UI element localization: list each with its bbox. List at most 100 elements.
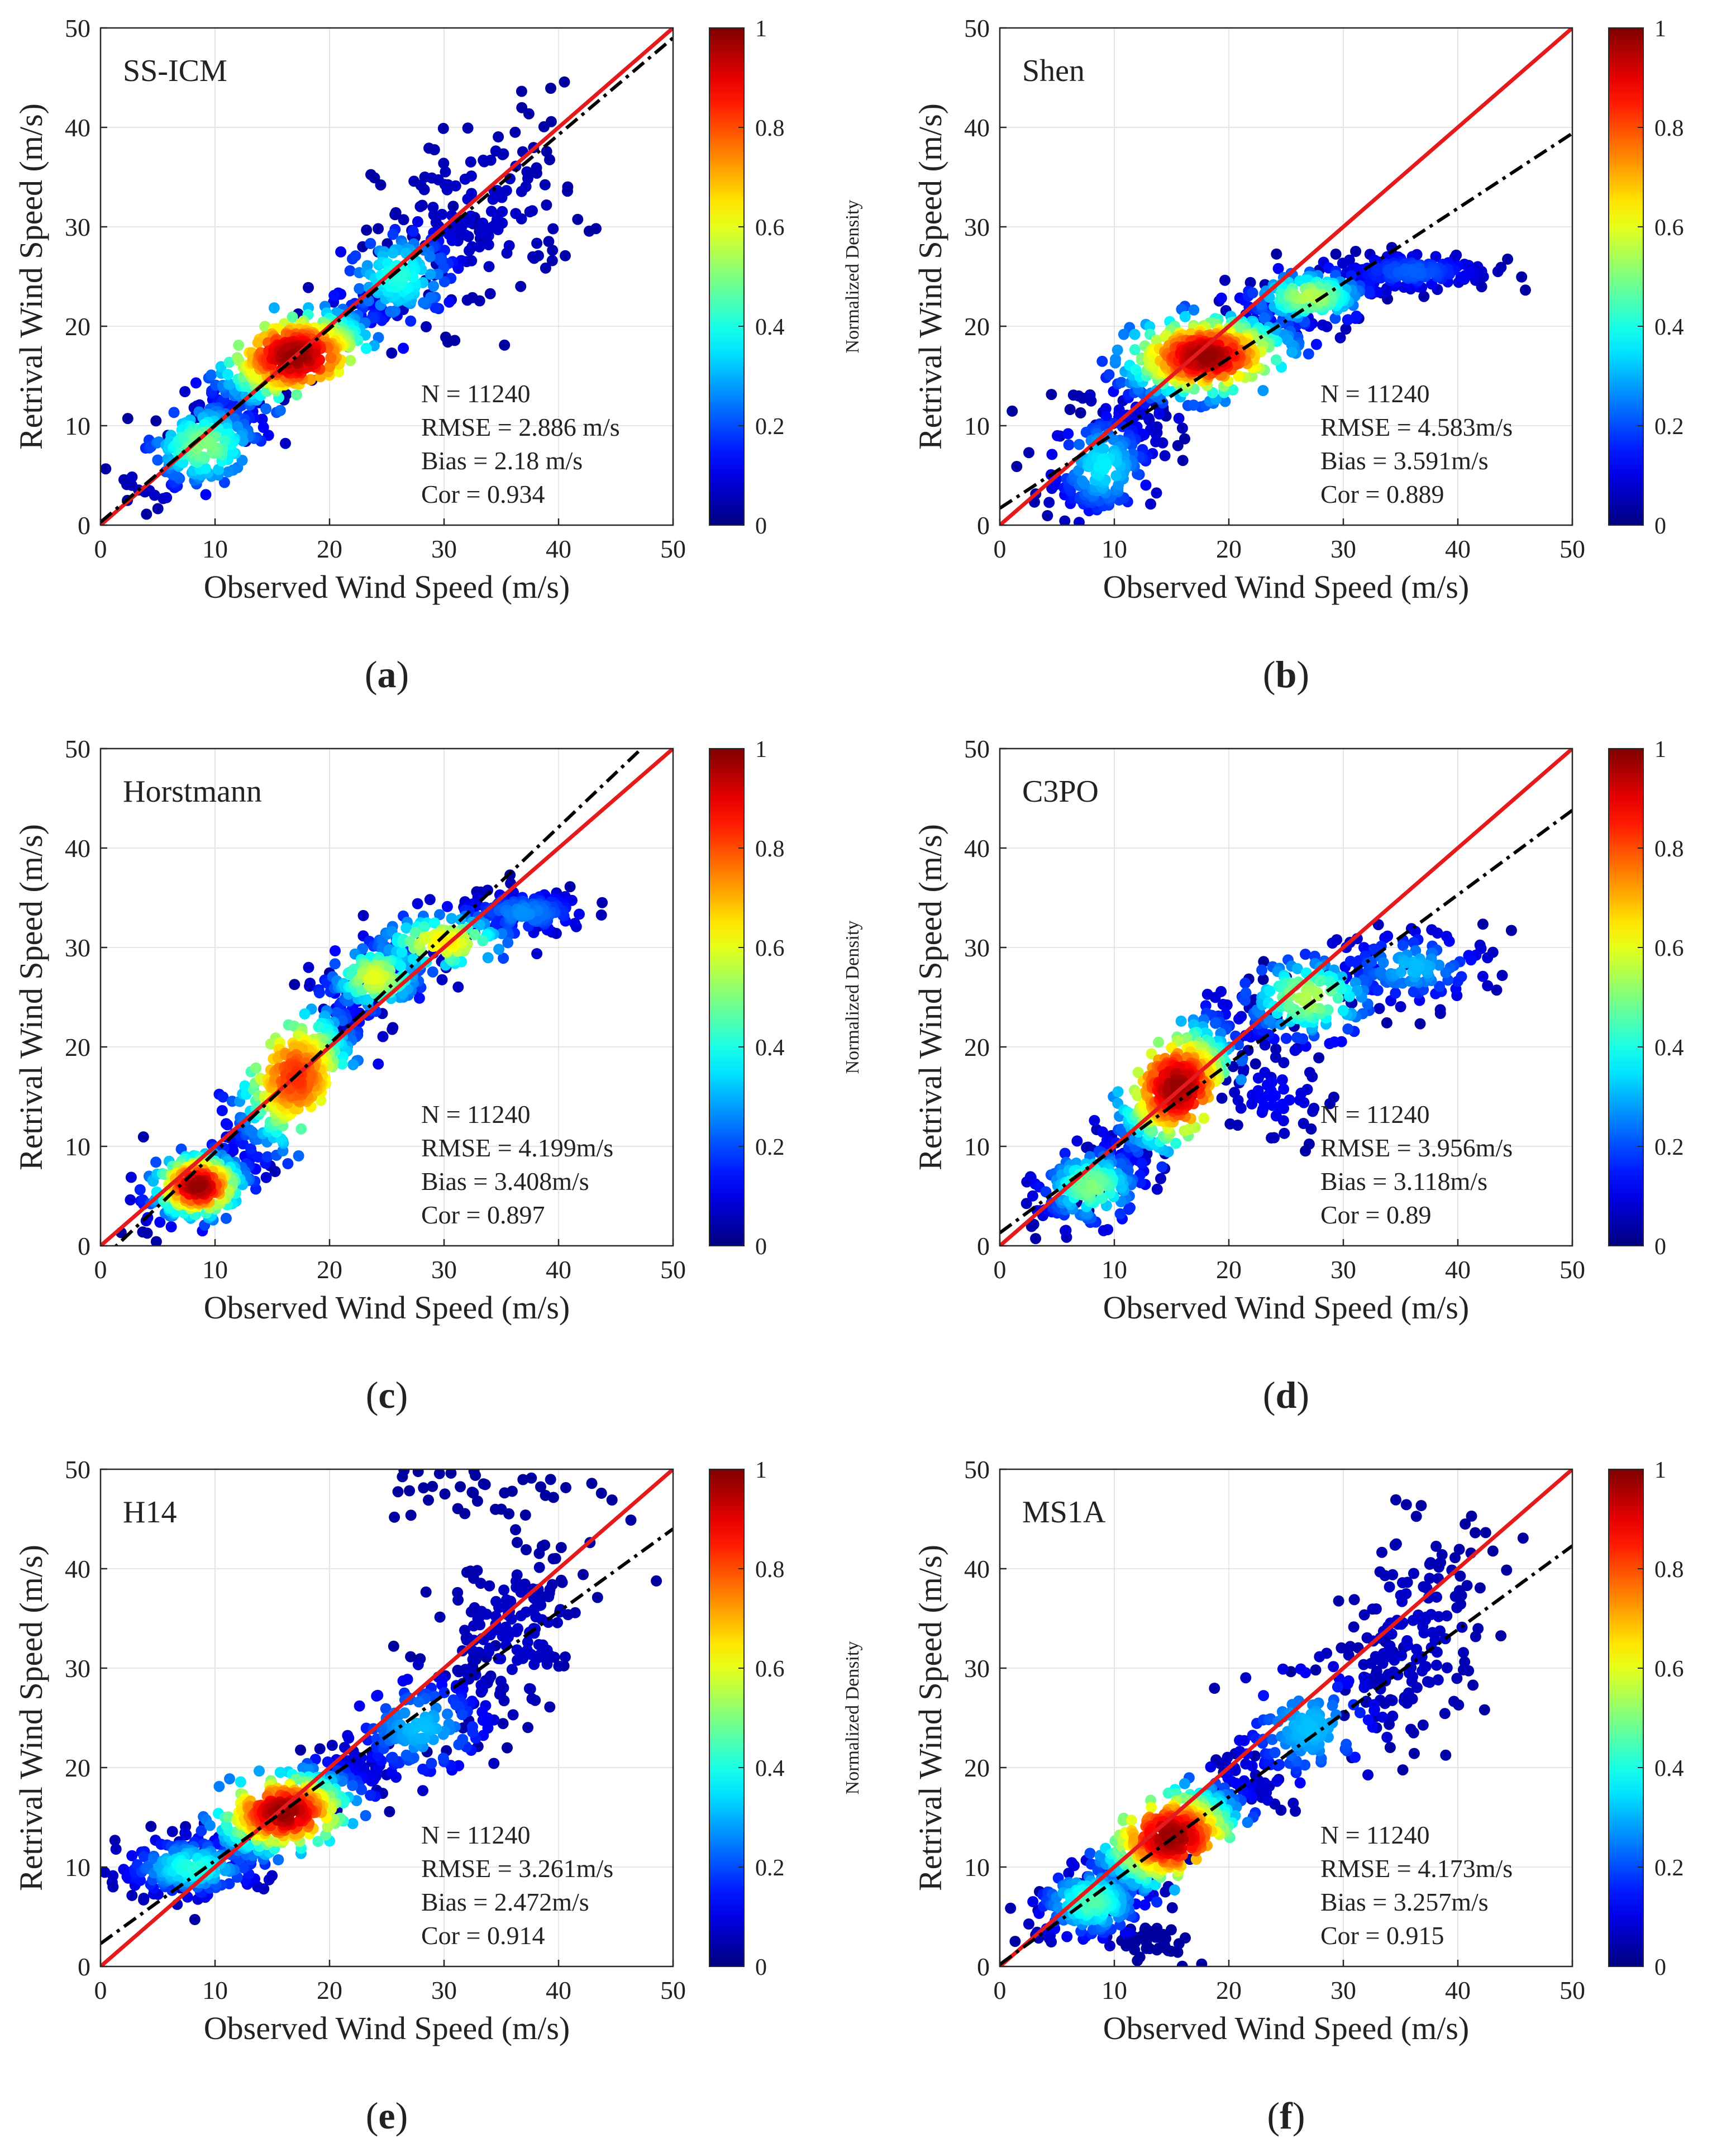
- caption-letter: c: [378, 1374, 395, 1416]
- scatter-point: [1310, 339, 1322, 350]
- scatter-point: [188, 1861, 200, 1873]
- scatter-point: [1456, 971, 1467, 983]
- scatter-point: [365, 1775, 377, 1787]
- scatter-point: [475, 1578, 487, 1589]
- scatter-point: [456, 1709, 468, 1721]
- scatter-point: [417, 1785, 428, 1797]
- scatter-point: [250, 1062, 262, 1074]
- scatter-point: [1332, 992, 1344, 1004]
- scatter-point: [1256, 964, 1268, 976]
- panel-caption: (a): [365, 653, 409, 696]
- scatter-point: [493, 131, 504, 142]
- scatter-point: [552, 1617, 563, 1628]
- scatter-point: [1327, 937, 1338, 949]
- scatter-point: [165, 1221, 177, 1232]
- scatter-point: [299, 1008, 311, 1020]
- scatter-point: [556, 1577, 568, 1588]
- scatter-point: [488, 1758, 500, 1769]
- scatter-point: [1244, 277, 1256, 288]
- scatter-point: [442, 1708, 453, 1720]
- scatter-point: [1482, 980, 1494, 992]
- scatter-point: [440, 331, 451, 343]
- scatter-point: [1282, 334, 1294, 346]
- scatter-point: [1173, 412, 1185, 424]
- x-tick-label: 30: [431, 535, 457, 563]
- scatter-point: [419, 1721, 431, 1733]
- scatter-point: [465, 210, 476, 222]
- x-axis-label: Observed Wind Speed (m/s): [204, 569, 570, 605]
- scatter-point: [412, 1659, 424, 1670]
- scatter-point: [313, 1021, 325, 1032]
- x-tick-label: 10: [202, 535, 228, 563]
- scatter-point: [377, 1031, 389, 1042]
- scatter-point: [1351, 985, 1363, 997]
- scatter-point: [363, 295, 374, 307]
- scatter-point: [1219, 396, 1231, 407]
- scatter-point: [1397, 940, 1409, 951]
- scatter-point: [1219, 274, 1231, 286]
- scatter-point: [396, 946, 408, 958]
- caption-open: (: [1263, 1374, 1276, 1416]
- scatter-point: [477, 935, 489, 946]
- y-tick-label: 10: [964, 1132, 990, 1161]
- scatter-point: [1303, 291, 1314, 302]
- scatter-point: [189, 1914, 201, 1925]
- scatter-point: [484, 1642, 495, 1654]
- colorbar-title: Normalized Density: [842, 200, 863, 354]
- scatter-point: [1130, 364, 1142, 375]
- scatter-point: [412, 898, 423, 909]
- scatter-point: [386, 347, 398, 359]
- scatter-point: [1110, 470, 1122, 482]
- y-tick-label: 50: [964, 14, 990, 42]
- scatter-point: [154, 1216, 166, 1228]
- scatter-point: [516, 85, 527, 97]
- scatter-point: [1110, 354, 1122, 365]
- scatter-point: [361, 224, 373, 236]
- scatter-point: [365, 237, 376, 249]
- scatter-point: [417, 1732, 428, 1744]
- colorbar-tick-label: 0.6: [1654, 936, 1684, 961]
- scatter-point: [1155, 1173, 1166, 1184]
- scatter-point: [1373, 1003, 1385, 1015]
- scatter-point: [1151, 1183, 1163, 1195]
- scatter-point: [477, 1715, 489, 1726]
- y-tick-label: 50: [65, 735, 90, 763]
- scatter-point: [260, 1171, 272, 1183]
- x-tick-label: 10: [202, 1255, 228, 1284]
- scatter-point: [428, 280, 440, 292]
- scatter-point: [1390, 987, 1401, 999]
- scatter-point: [1216, 1092, 1228, 1104]
- scatter-point: [373, 223, 384, 235]
- scatter-point: [418, 921, 430, 933]
- scatter-point: [365, 1789, 376, 1801]
- scatter-point: [1201, 988, 1213, 1000]
- scatter-point: [470, 1469, 481, 1481]
- scatter-point: [478, 156, 490, 168]
- scatter-point: [265, 1038, 276, 1050]
- scatter-point: [347, 1059, 359, 1070]
- y-tick-label: 0: [78, 1232, 90, 1260]
- scatter-point: [1198, 1112, 1210, 1124]
- colorbar-tick-label: 0: [1654, 1234, 1666, 1260]
- scatter-point: [137, 1131, 149, 1143]
- scatter-point: [443, 296, 455, 308]
- scatter-point: [437, 122, 449, 134]
- scatter-point: [1372, 984, 1384, 996]
- scatter-point: [287, 311, 298, 323]
- scatter-point: [1210, 1017, 1222, 1029]
- scatter-point: [564, 881, 576, 893]
- scatter-point: [436, 208, 448, 220]
- scatter-point: [1114, 1158, 1126, 1169]
- scatter-point: [493, 1602, 504, 1613]
- scatter-point: [427, 1734, 439, 1745]
- scatter-point: [139, 1851, 150, 1863]
- scatter-point: [1278, 1057, 1290, 1069]
- scatter-point: [1329, 312, 1341, 324]
- scatter-point: [224, 1773, 235, 1785]
- scatter-point: [503, 240, 515, 251]
- scatter-point: [1076, 475, 1088, 487]
- scatter-point: [1303, 1138, 1315, 1150]
- x-tick-label: 0: [994, 535, 1007, 563]
- scatter-point: [282, 1158, 294, 1169]
